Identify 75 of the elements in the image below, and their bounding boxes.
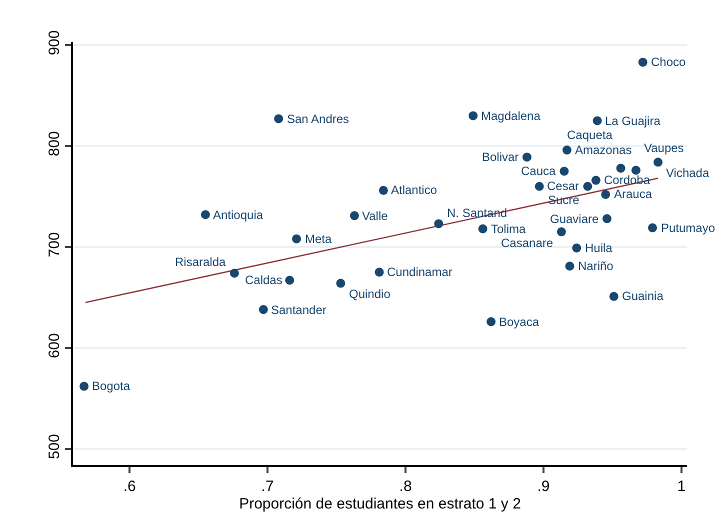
y-tick-label: 800	[46, 131, 63, 156]
annotation: Nariño	[578, 259, 614, 273]
point	[522, 152, 532, 162]
point	[374, 268, 384, 277]
annotation: Amazonas	[575, 143, 632, 157]
annotation: Huila	[585, 241, 613, 255]
annotation: Magdalena	[481, 109, 541, 123]
point	[478, 224, 488, 234]
annotation: Cauca	[521, 164, 556, 178]
point	[648, 223, 658, 232]
point	[556, 227, 566, 236]
point	[336, 278, 346, 288]
x-tick-label: .8	[399, 478, 412, 495]
point	[274, 114, 284, 124]
point	[468, 111, 478, 120]
annotation: Santander	[271, 303, 326, 317]
point	[80, 382, 89, 391]
point	[591, 176, 600, 185]
x-tick-label: .7	[261, 478, 274, 495]
point	[230, 268, 239, 278]
x-tick-label: .6	[123, 478, 136, 495]
point	[434, 219, 444, 228]
annotation: Tolima	[491, 222, 526, 236]
x-axis-title: Proporción de estudiantes en estrato 1 y 2	[239, 496, 521, 512]
annotation: Caldas	[245, 273, 282, 287]
point	[616, 164, 626, 173]
point	[292, 234, 302, 244]
annotation: Guainia	[622, 289, 664, 303]
annotation: Caqueta	[567, 128, 613, 142]
point	[583, 182, 592, 191]
point	[258, 305, 268, 314]
y-tick-label: 600	[46, 333, 63, 358]
point	[486, 317, 496, 326]
point	[350, 211, 359, 220]
annotation: Quindio	[349, 287, 391, 301]
annotation: La Guajira	[605, 114, 661, 128]
point	[602, 214, 612, 224]
annotation: Boyaca	[499, 315, 540, 329]
annotation: Cesar	[547, 179, 580, 193]
annotation: Cundinamar	[387, 265, 452, 279]
point	[601, 190, 610, 199]
annotation: Antioquia	[213, 208, 264, 222]
annotation: Casanare	[501, 236, 554, 250]
annotation: Risaralda	[175, 255, 226, 269]
point	[609, 292, 618, 301]
point	[562, 146, 572, 155]
y-tick-label: 700	[46, 232, 63, 258]
point	[592, 116, 602, 126]
point	[654, 158, 663, 167]
x-tick-label: .9	[537, 478, 550, 495]
point	[631, 166, 640, 175]
point	[560, 166, 569, 176]
point	[200, 210, 210, 220]
annotation: Guaviare	[550, 212, 600, 226]
annotation: Vichada	[666, 166, 710, 180]
annotation: Choco	[651, 55, 686, 69]
point	[638, 58, 648, 67]
y-tick-label: 900	[46, 30, 63, 56]
annotation: Meta	[305, 232, 332, 246]
point	[378, 186, 388, 195]
point	[565, 262, 574, 271]
point	[534, 182, 544, 191]
annotation: Cordoba	[604, 173, 650, 187]
annotation: Valle	[362, 209, 388, 223]
annotation: Vaupes	[644, 141, 684, 155]
x-tick-label: 1	[677, 478, 686, 495]
annotation: Bogota	[92, 379, 130, 393]
y-tick-label: 500	[46, 434, 63, 460]
annotation: San Andres	[287, 112, 350, 126]
annotation: Atlantico	[391, 183, 438, 197]
annotation: Bolivar	[482, 150, 519, 164]
annotation: Putumayo	[661, 221, 716, 235]
point	[572, 243, 582, 252]
point	[285, 276, 294, 285]
annotation: Arauca	[614, 187, 652, 201]
